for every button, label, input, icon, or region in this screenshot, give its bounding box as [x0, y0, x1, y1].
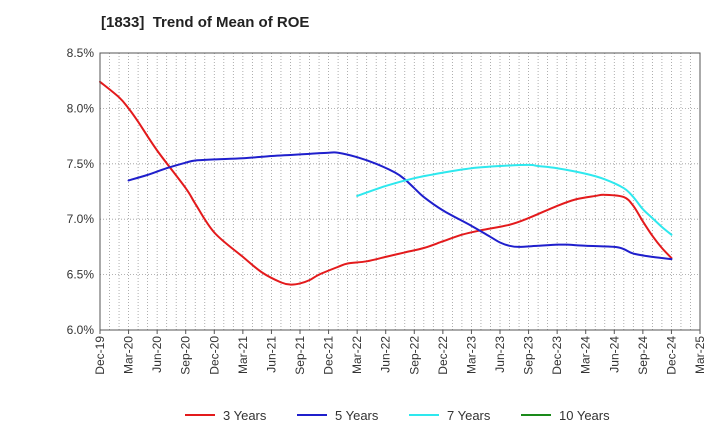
x-tick-label: Jun-24 [607, 336, 621, 373]
x-tick-label: Mar-24 [579, 336, 593, 374]
x-tick-label: Sep-22 [407, 336, 421, 375]
x-tick-label: Mar-21 [236, 336, 250, 374]
series-lines [99, 80, 673, 286]
x-tick-label: Sep-21 [293, 336, 307, 375]
x-tick-label: Dec-23 [550, 336, 564, 375]
horizontal-gridlines [100, 108, 700, 276]
x-tick-label: Sep-20 [179, 336, 193, 375]
x-axis-ticks: Dec-19 Mar-20 Jun-20 Sep-20 Dec-20 Mar-21 Jun-… [93, 330, 707, 375]
legend-label: 5 Years [335, 408, 379, 423]
plot-frame [99, 52, 701, 331]
y-tick-label: 8.0% [67, 101, 95, 115]
chart-title: [1833] Trend of Mean of ROE [101, 14, 310, 31]
y-tick-label: 6.0% [67, 323, 95, 337]
x-tick-label: Mar-20 [122, 336, 136, 374]
series-line-5-years [127, 151, 673, 261]
x-tick-label: Dec-20 [207, 336, 221, 375]
x-tick-label: Dec-24 [664, 336, 678, 375]
x-tick-label: Mar-22 [350, 336, 364, 374]
y-axis-ticks: 6.0% 6.5% 7.0% 7.5% 8.0% 8.5% [67, 46, 95, 337]
x-tick-label: Mar-25 [693, 336, 707, 374]
x-tick-label: Dec-19 [93, 336, 107, 375]
x-tick-label: Jun-21 [264, 336, 278, 373]
x-tick-label: Dec-22 [436, 336, 450, 375]
legend-label: 3 Years [223, 408, 267, 423]
x-tick-label: Jun-23 [493, 336, 507, 373]
legend-label: 10 Years [559, 408, 610, 423]
series-line-7-years [356, 163, 673, 236]
x-tick-label: Mar-23 [464, 336, 478, 374]
x-tick-label: Dec-21 [322, 336, 336, 375]
x-tick-label: Sep-23 [522, 336, 536, 375]
y-tick-label: 6.5% [67, 268, 95, 282]
x-tick-label: Jun-22 [379, 336, 393, 373]
legend: 3 Years 5 Years 7 Years 10 Years [185, 408, 610, 423]
y-tick-label: 7.0% [67, 212, 95, 226]
y-tick-label: 7.5% [67, 157, 95, 171]
legend-label: 7 Years [447, 408, 491, 423]
y-tick-label: 8.5% [67, 46, 95, 60]
x-tick-label: Sep-24 [636, 336, 650, 375]
plot-background [100, 53, 700, 330]
x-tick-label: Jun-20 [150, 336, 164, 373]
vertical-gridlines [109, 53, 691, 330]
series-line-3-years [99, 80, 673, 286]
